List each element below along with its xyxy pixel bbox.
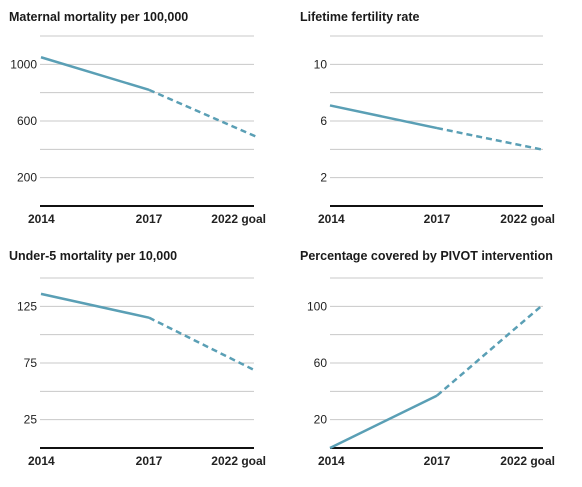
x-tick-label: 2017 — [136, 212, 163, 226]
series-line-actual — [40, 292, 150, 319]
x-tick-label: 2014 — [28, 454, 55, 468]
x-tick-label: 2014 — [28, 212, 55, 226]
x-tick-label: 2017 — [424, 212, 451, 226]
series-line-actual — [40, 56, 150, 92]
x-tick-label: 2017 — [424, 454, 451, 468]
chart-title: Under-5 mortality per 10,000 — [9, 249, 178, 263]
y-tick-label: 75 — [24, 356, 38, 370]
y-tick-label: 6 — [320, 114, 327, 128]
x-tick-label: 2022 goal — [500, 454, 555, 468]
x-tick-label: 2022 goal — [211, 212, 266, 226]
y-tick-label: 100 — [307, 299, 327, 313]
series-line-actual — [329, 394, 438, 450]
y-tick-label: 200 — [17, 171, 37, 185]
y-tick-label: 20 — [314, 413, 328, 427]
chart-title: Percentage covered by PIVOT intervention — [300, 249, 553, 263]
y-tick-label: 600 — [17, 114, 37, 128]
series-line-goal — [436, 305, 542, 397]
x-tick-label: 2022 goal — [211, 454, 266, 468]
x-tick-label: 2017 — [136, 454, 163, 468]
series-line-goal — [436, 126, 542, 151]
series-line-goal — [148, 88, 257, 138]
y-tick-label: 10 — [314, 57, 328, 71]
series-line-actual — [329, 104, 438, 130]
y-tick-label: 25 — [24, 413, 38, 427]
x-tick-label: 2022 goal — [500, 212, 555, 226]
x-tick-label: 2014 — [318, 212, 345, 226]
chart-title: Maternal mortality per 100,000 — [9, 10, 189, 24]
y-tick-label: 2 — [320, 171, 327, 185]
y-tick-label: 1000 — [10, 57, 37, 71]
x-tick-label: 2014 — [318, 454, 345, 468]
y-tick-label: 60 — [314, 356, 328, 370]
chart-title: Lifetime fertility rate — [300, 10, 420, 24]
y-tick-label: 125 — [17, 299, 37, 313]
